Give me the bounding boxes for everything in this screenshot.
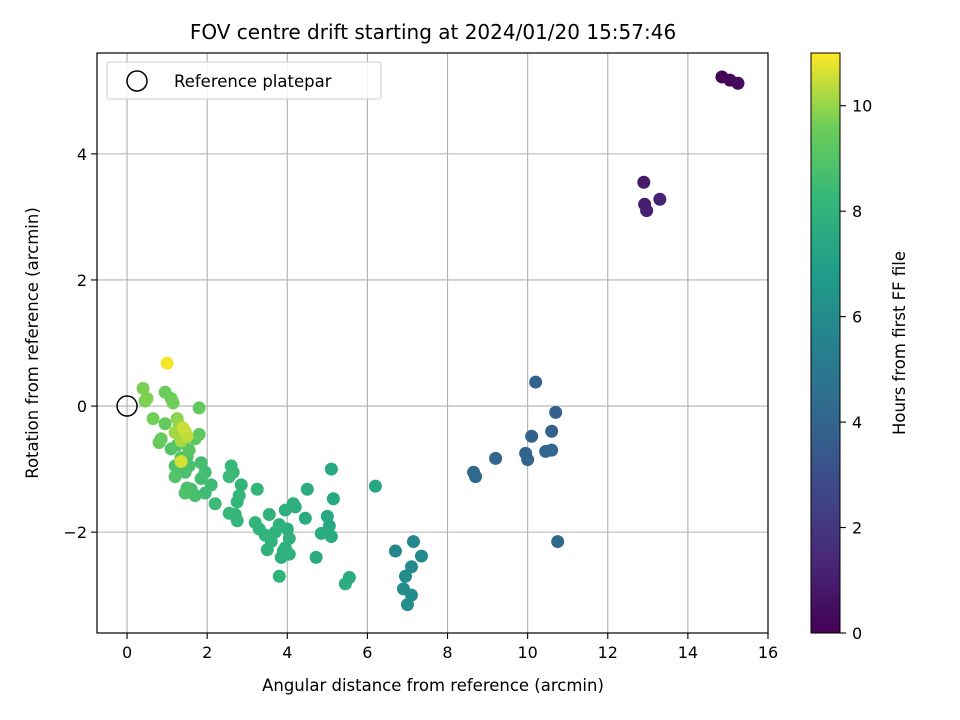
scatter-point	[230, 495, 244, 509]
scatter-point	[278, 503, 292, 517]
legend-label-reference: Reference platepar	[174, 72, 332, 91]
scatter-point	[272, 569, 286, 583]
scatter-point	[158, 417, 172, 431]
scatter-point	[640, 204, 654, 218]
x-axis-label: Angular distance from reference (arcmin)	[262, 676, 604, 695]
scatter-point	[160, 356, 174, 370]
colorbar-tick-label: 6	[852, 308, 862, 327]
scatter-point	[178, 465, 192, 479]
scatter-point	[521, 453, 535, 467]
x-axis-ticks: 0 2 4 6 8 10 12 14 16	[122, 633, 778, 662]
scatter-point	[545, 443, 559, 457]
scatter-point	[176, 421, 190, 435]
colorbar-tick-label: 8	[852, 202, 862, 221]
scatter-point	[549, 405, 563, 419]
colorbar-ticks: 0 2 4 6 8 10	[840, 97, 872, 643]
scatter-point	[388, 544, 402, 558]
scatter-point	[545, 424, 559, 438]
scatter-point	[637, 175, 651, 189]
y-tick-label: 4	[77, 145, 87, 164]
scatter-point	[338, 577, 352, 591]
scatter-point	[234, 478, 248, 492]
reference-platepar-marker	[116, 395, 138, 417]
scatter-point	[400, 598, 414, 612]
scatter-point	[489, 451, 503, 465]
colorbar-tick-label: 4	[852, 413, 862, 432]
y-tick-label: 2	[77, 271, 87, 290]
scatter-point	[194, 456, 208, 470]
scatter-point	[146, 412, 160, 426]
scatter-point	[525, 429, 539, 443]
scatter-point	[178, 486, 192, 500]
scatter-point	[260, 543, 274, 557]
scatter-point	[404, 560, 418, 574]
scatter-point	[248, 516, 262, 530]
scatter-point	[368, 479, 382, 493]
scatter-point	[288, 500, 302, 514]
scatter-point	[414, 549, 428, 563]
scatter-point	[298, 511, 312, 525]
x-tick-label: 14	[678, 643, 698, 662]
scatter-point	[300, 482, 314, 496]
scatter-point	[166, 396, 180, 410]
scatter-point	[192, 427, 206, 441]
y-axis-label: Rotation from reference (arcmin)	[23, 207, 42, 479]
scatter-point	[406, 535, 420, 549]
legend-marker-reference	[126, 70, 148, 92]
y-axis-ticks: −2 0 2 4	[63, 145, 97, 542]
colorbar-tick-label: 0	[852, 624, 862, 643]
scatter-point	[222, 470, 236, 484]
scatter-point	[250, 482, 264, 496]
scatter-point	[276, 544, 290, 558]
scatter-point	[152, 436, 166, 450]
colorbar-label: Hours from first FF file	[890, 251, 909, 435]
scatter-point	[262, 507, 276, 521]
x-tick-label: 4	[282, 643, 292, 662]
x-tick-label: 16	[758, 643, 778, 662]
scatter-point	[326, 492, 340, 506]
scatter-point	[731, 76, 745, 90]
legend-box	[106, 61, 382, 100]
plot-frame	[96, 52, 769, 634]
x-tick-label: 12	[598, 643, 618, 662]
chart-title: FOV centre drift starting at 2024/01/20 …	[190, 20, 676, 44]
x-tick-label: 8	[442, 643, 452, 662]
scatter-point	[136, 381, 150, 395]
colorbar-tick-label: 10	[852, 97, 872, 116]
scatter-point	[314, 526, 328, 540]
x-tick-label: 2	[202, 643, 212, 662]
colorbar-tick-label: 2	[852, 519, 862, 538]
scatter-point	[174, 455, 188, 469]
grid-lines	[97, 53, 769, 633]
scatter-point	[469, 470, 483, 484]
scatter-point	[551, 535, 565, 549]
legend: Reference platepar	[106, 61, 382, 100]
scatter-point	[398, 569, 412, 583]
scatter-point	[198, 486, 212, 500]
scatter-point	[140, 391, 154, 405]
y-tick-label: −2	[63, 523, 87, 542]
scatter-point	[653, 192, 667, 206]
colorbar: 0 2 4 6 8 10 Hours from first FF file	[810, 52, 909, 643]
scatter-point	[182, 443, 196, 457]
y-tick-label: 0	[77, 397, 87, 416]
scatter-point	[194, 472, 208, 486]
scatter-point	[529, 375, 543, 389]
scatter-point	[324, 462, 338, 476]
x-tick-label: 6	[362, 643, 372, 662]
data-points	[116, 70, 745, 612]
x-tick-label: 10	[517, 643, 537, 662]
colorbar-gradient	[810, 52, 841, 634]
scatter-point	[309, 550, 323, 564]
scatter-point	[324, 530, 338, 544]
x-tick-label: 0	[122, 643, 132, 662]
scatter-point	[192, 401, 206, 415]
scatter-point	[222, 506, 236, 520]
scatter-point	[208, 497, 222, 511]
scatter-point	[168, 470, 182, 484]
